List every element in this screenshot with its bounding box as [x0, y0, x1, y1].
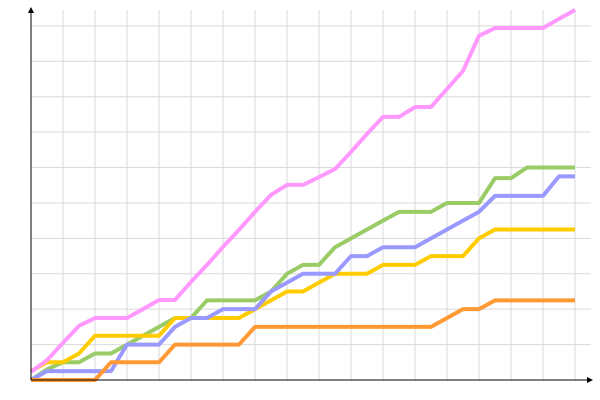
series-line: [29, 165, 575, 382]
series-line: [31, 298, 575, 382]
series-line: [29, 8, 576, 374]
series-line: [30, 227, 575, 373]
series-line: [30, 174, 575, 382]
plot-area: [29, 8, 576, 382]
